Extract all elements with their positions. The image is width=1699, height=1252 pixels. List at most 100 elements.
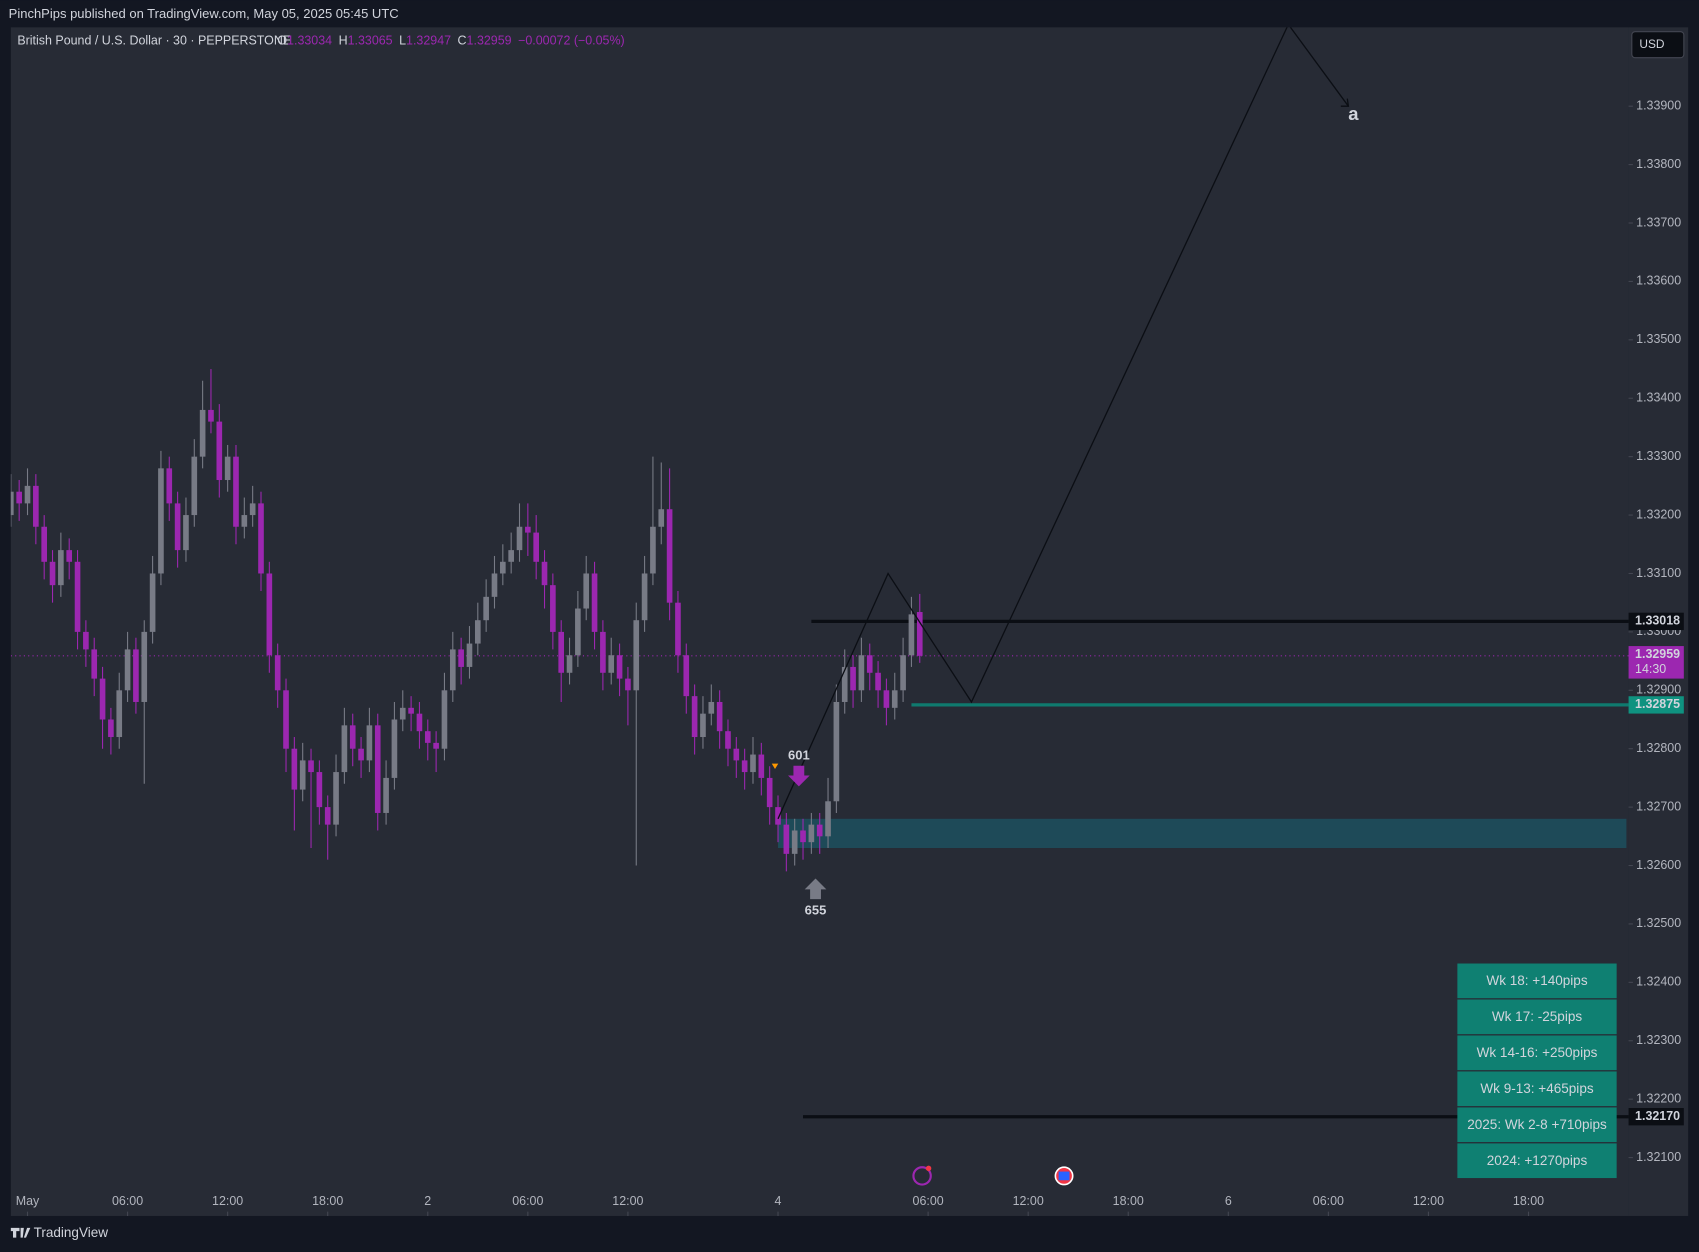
ohlc-value: 1.32947 [406,34,451,48]
candle-body [591,573,598,632]
y-tick-label: 1.32900 [1636,683,1681,697]
y-tick-label: 1.33700 [1636,215,1681,229]
projection-arrow [1340,98,1350,107]
candle-body [83,631,89,650]
y-tick-label: 1.32100 [1636,1150,1681,1164]
candle-body [608,655,615,673]
signal: 601 [771,747,810,787]
event-icon[interactable] [912,1166,932,1186]
x-tick-label: 6 [1225,1194,1232,1208]
candle-body [166,468,173,504]
candle-body [91,649,98,679]
x-tick-label: 12:00 [212,1194,243,1208]
y-tick-label: 1.32500 [1636,916,1681,930]
x-tick-label: 06:00 [112,1194,143,1208]
candle-body [550,585,556,632]
candle-body [533,532,539,562]
table-cell [1457,1107,1617,1143]
signal: 655 [805,878,826,917]
candle-body [141,631,148,702]
candle-body [675,602,681,656]
candle-body [558,631,565,673]
y-tick-label: 1.33800 [1636,157,1681,171]
current-price-label: 1.32959 [1635,647,1680,661]
x-tick-label: 18:00 [1113,1194,1144,1208]
projection-path [777,27,1349,820]
ohlc: O1.33034 H1.33065 L1.32947 C1.32959 −0.00072… [277,34,624,48]
candle-body [316,772,323,808]
candle-body [775,807,781,825]
candle-body [16,491,22,504]
currency[interactable]: USD [1639,37,1665,51]
table-cell [1457,963,1617,999]
candle-body [858,655,865,691]
candle-body [808,824,815,843]
candle-body [149,573,156,632]
signal-tick [771,763,779,770]
candle-body [525,526,531,533]
candle-body [716,701,723,732]
candle-body [199,409,206,457]
candle-body [399,707,406,720]
table-text: Wk 14-16: +250pips [1477,1045,1598,1060]
candle-body [41,526,48,562]
change: −0.00072 (−0.05%) [518,34,625,48]
candle-body [183,515,189,551]
y-tick-label: 1.33300 [1636,449,1681,463]
current-price-bg [1628,646,1684,679]
table-text: 2024: +1270pips [1487,1153,1588,1168]
candle-body [58,550,64,586]
candle-body [850,666,856,691]
x-tick-label: 06:00 [913,1194,944,1208]
candle-body [733,748,740,761]
candle-body [174,503,181,551]
x-tick-label: 2 [424,1194,431,1208]
candle-body [816,824,823,837]
candle-body [825,801,831,837]
candle-body [49,561,56,586]
candle-body [658,509,665,527]
candle-body [383,777,389,813]
y-tick-label: 1.32600 [1636,858,1681,872]
table-cell [1457,1143,1617,1179]
y-tick-label: 1.33900 [1636,98,1681,112]
y-tick-label: 1.33500 [1636,332,1681,346]
signal-arrow [788,765,810,787]
candle-body [633,620,640,691]
ohlc-key: O [277,34,287,48]
candle-body [541,561,548,586]
candle-body [74,561,81,632]
table-text: Wk 17: -25pips [1492,1009,1582,1024]
candle-body [349,725,356,749]
table-text: Wk 18: +140pips [1486,973,1587,988]
candle-body [500,561,506,574]
candle-body [191,456,198,516]
table-text: 2025: Wk 2-8 +710pips [1467,1117,1607,1132]
candle-body [208,409,214,422]
candle-body [283,690,289,749]
currency-button[interactable] [1631,31,1685,59]
x-tick-label: 12:00 [612,1194,643,1208]
level-label: 1.32170 [1635,1109,1680,1123]
x-tick-label: 06:00 [1313,1194,1344,1208]
level-label: 1.32875 [1635,697,1680,711]
candle-body [124,649,131,691]
candle-body [116,690,123,738]
candle-body [333,772,339,825]
candle-body [483,596,489,621]
candle-body [741,760,748,773]
candle-body [374,725,381,813]
ohlc-value: 1.33065 [348,34,393,48]
candle-body [224,456,231,481]
candle-body [875,672,881,691]
candle-body [908,614,915,656]
candle-body [158,468,164,574]
candle-body [841,666,848,702]
x-tick-label: 12:00 [1013,1194,1044,1208]
candle-body [758,754,765,778]
performance-table: Wk 18: +140pips Wk 17: -25pips Wk 14-16: +… [1457,963,1617,1179]
candle-body [433,742,439,749]
table-text: Wk 9-13: +465pips [1480,1081,1593,1096]
y-tick-label: 1.33100 [1636,566,1681,580]
candle-body [708,701,715,714]
